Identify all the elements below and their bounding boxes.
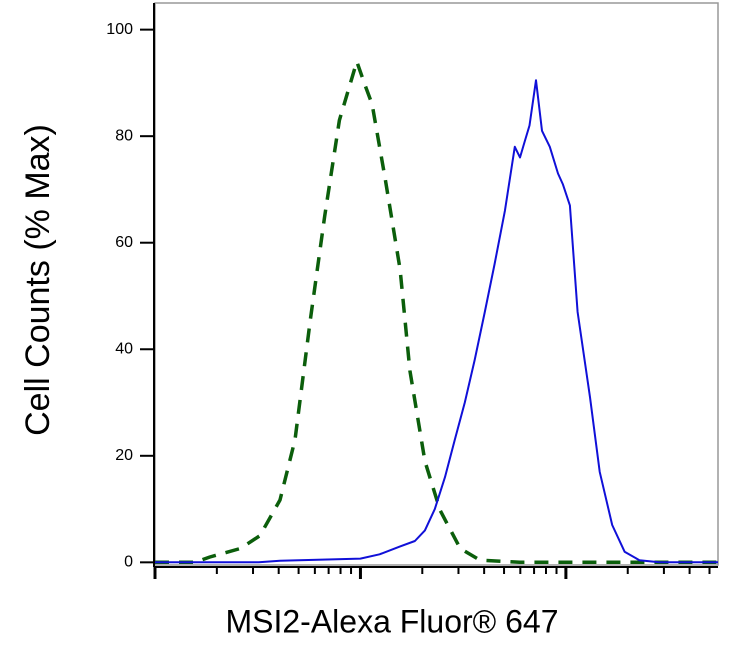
y-tick-label: 60 — [115, 234, 133, 251]
y-tick-label: 40 — [115, 340, 133, 357]
x-axis-label: MSI2-Alexa Fluor® 647 — [225, 603, 558, 639]
series-line — [155, 79, 718, 564]
y-tick-label: 100 — [106, 21, 133, 38]
y-axis-label: Cell Counts (% Max) — [19, 124, 57, 436]
series-line — [155, 59, 718, 565]
y-tick-label: 80 — [115, 127, 133, 144]
plot-frame — [154, 2, 719, 566]
y-tick-label: 0 — [124, 554, 133, 571]
y-tick-label: 20 — [115, 447, 133, 464]
